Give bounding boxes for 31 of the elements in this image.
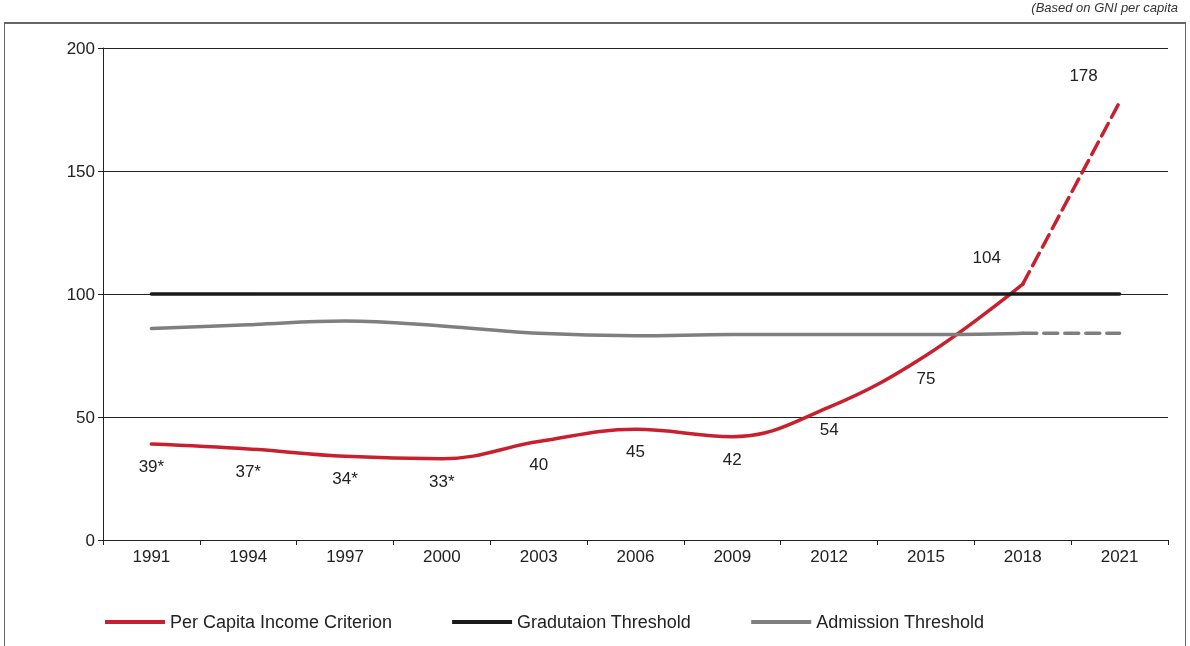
x-tick-label: 1994 bbox=[229, 547, 268, 566]
data-label: 39* bbox=[138, 457, 165, 477]
x-tick-label: 2021 bbox=[1100, 547, 1139, 566]
legend-label: Gradutaion Threshold bbox=[517, 612, 691, 632]
y-tick-label: 50 bbox=[76, 407, 95, 427]
data-label: 40 bbox=[529, 454, 549, 474]
text: (Based on GNI per capita bbox=[1031, 0, 1178, 15]
x-tick-label: 1991 bbox=[132, 547, 171, 566]
x-tick-label: 2015 bbox=[907, 547, 945, 566]
y-tick-label: 150 bbox=[66, 161, 95, 181]
y-tick-label: 0 bbox=[85, 530, 95, 550]
y-tick-label: 200 bbox=[66, 38, 95, 58]
data-label: 75 bbox=[916, 368, 936, 388]
data-label: 104 bbox=[972, 248, 1001, 268]
data-label: 34* bbox=[332, 469, 359, 489]
x-tick-label: 2018 bbox=[1003, 547, 1042, 566]
x-tick-label: 2006 bbox=[616, 547, 655, 566]
x-tick-label: 1997 bbox=[326, 547, 364, 566]
data-label: 37* bbox=[235, 461, 262, 481]
data-label: 33* bbox=[429, 471, 456, 491]
data-label: 45 bbox=[626, 442, 645, 462]
legend-label: Per Capita Income Criterion bbox=[170, 612, 393, 632]
x-tick-label: 2000 bbox=[422, 547, 461, 566]
y-tick-label: 100 bbox=[66, 284, 95, 304]
x-tick-label: 2009 bbox=[713, 547, 752, 566]
x-tick-label: 2003 bbox=[519, 547, 558, 566]
data-label: 178 bbox=[1069, 66, 1098, 86]
x-tick-label: 2012 bbox=[810, 547, 849, 566]
legend-label: Admission Threshold bbox=[816, 612, 984, 632]
data-label: 54 bbox=[819, 420, 839, 440]
data-label: 42 bbox=[722, 449, 742, 469]
